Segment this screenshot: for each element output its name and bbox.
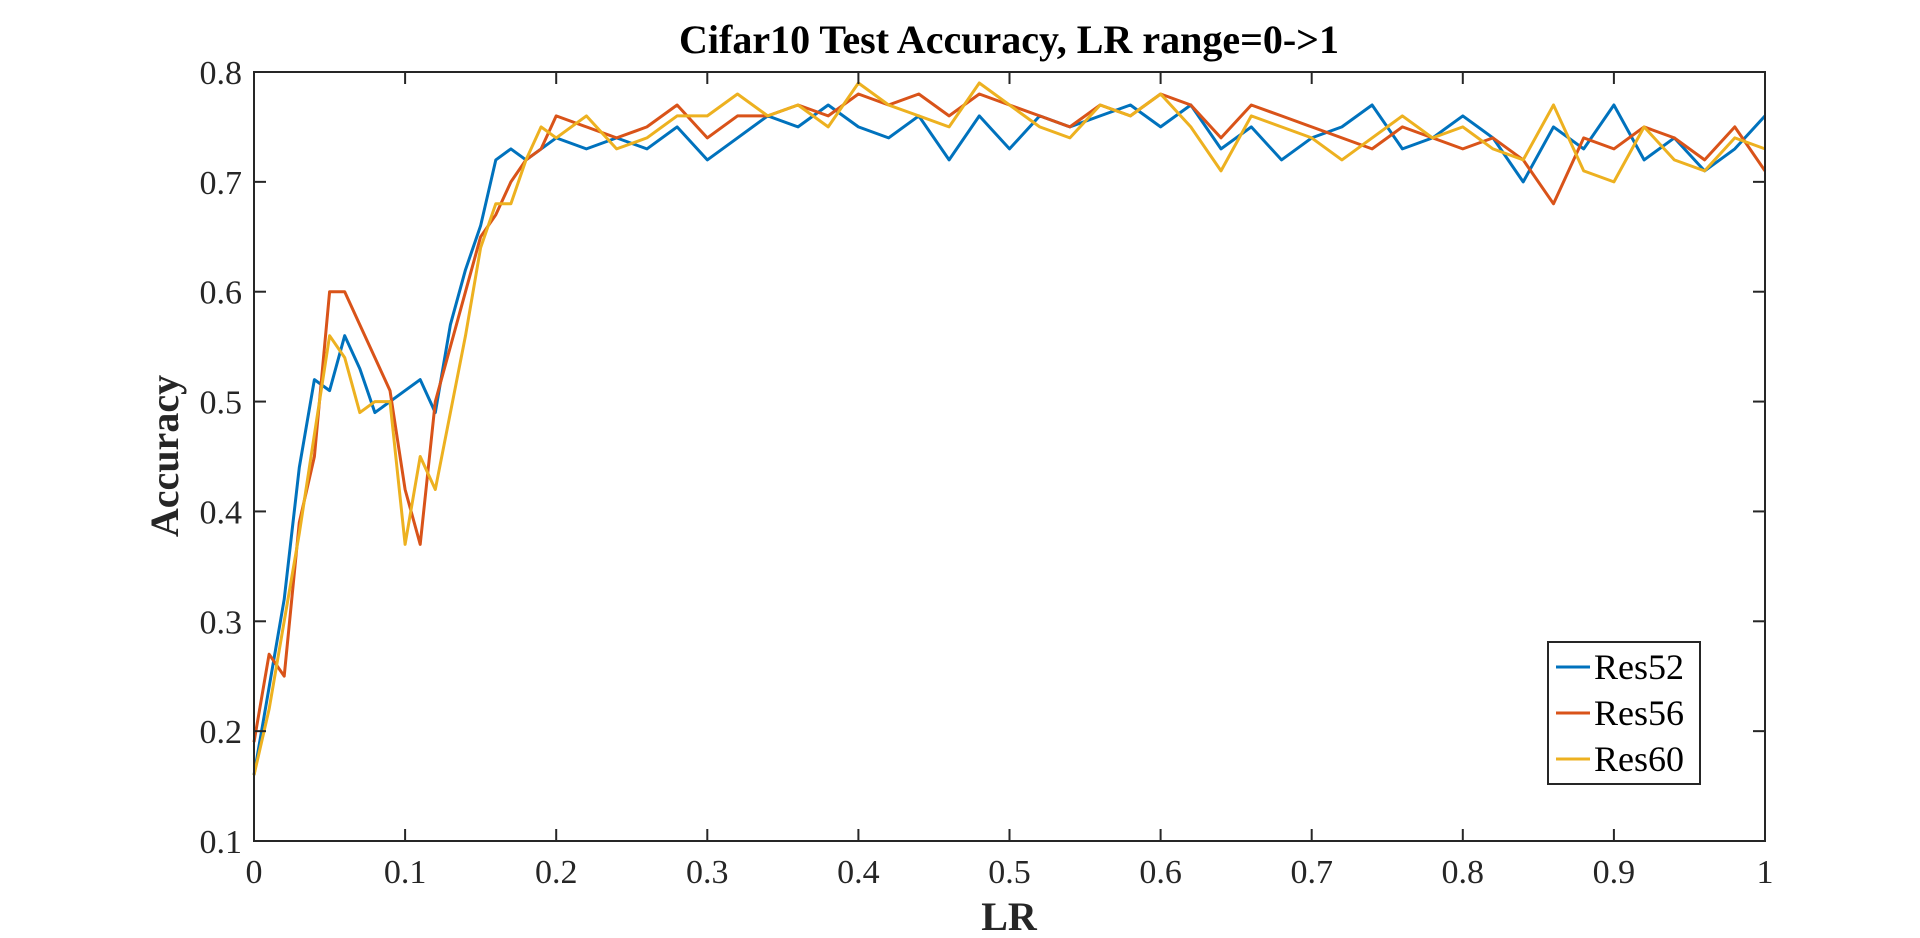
x-tick-label: 1	[1757, 854, 1774, 891]
series-line-res56	[252, 92, 1767, 743]
chart-title: Cifar10 Test Accuracy, LR range=0->1	[679, 17, 1339, 62]
y-tick-label: 0.7	[200, 165, 243, 202]
x-tick-label: 0.8	[1442, 854, 1485, 891]
x-tick-label: 0.7	[1290, 854, 1333, 891]
y-tick-label: 0.4	[200, 494, 243, 531]
plot-background	[254, 72, 1765, 841]
x-tick-label: 0.6	[1139, 854, 1182, 891]
legend-label-res60: Res60	[1594, 739, 1684, 779]
legend-label-res52: Res52	[1594, 647, 1684, 687]
series-line-res52	[252, 103, 1767, 776]
x-tick-label: 0.4	[837, 854, 880, 891]
y-tick-label: 0.3	[200, 604, 243, 641]
x-tick-label: 0.2	[535, 854, 578, 891]
x-tick-label: 0.1	[384, 854, 427, 891]
legend-label-res56: Res56	[1594, 693, 1684, 733]
ticks-layer: 0 0.1 0.2 0.3 0.4 0.5 0.6 0.7 0.8 0.9 10.10.20.30.…	[200, 55, 1774, 891]
y-tick-label: 0.1	[200, 824, 243, 861]
x-axis-label: LR	[981, 894, 1038, 938]
legend: Res52 Res56 Res60	[1547, 641, 1701, 785]
y-tick-label: 0.8	[200, 55, 243, 92]
y-axis-label: Accuracy	[142, 375, 187, 537]
y-tick-label: 0.2	[200, 714, 243, 751]
y-tick-label: 0.5	[200, 385, 243, 422]
x-tick-label: 0.5	[988, 854, 1031, 891]
x-tick-label: 0.9	[1593, 854, 1636, 891]
x-tick-label: 0.3	[686, 854, 729, 891]
x-tick-label: 0	[246, 854, 263, 891]
y-tick-label: 0.6	[200, 275, 243, 312]
